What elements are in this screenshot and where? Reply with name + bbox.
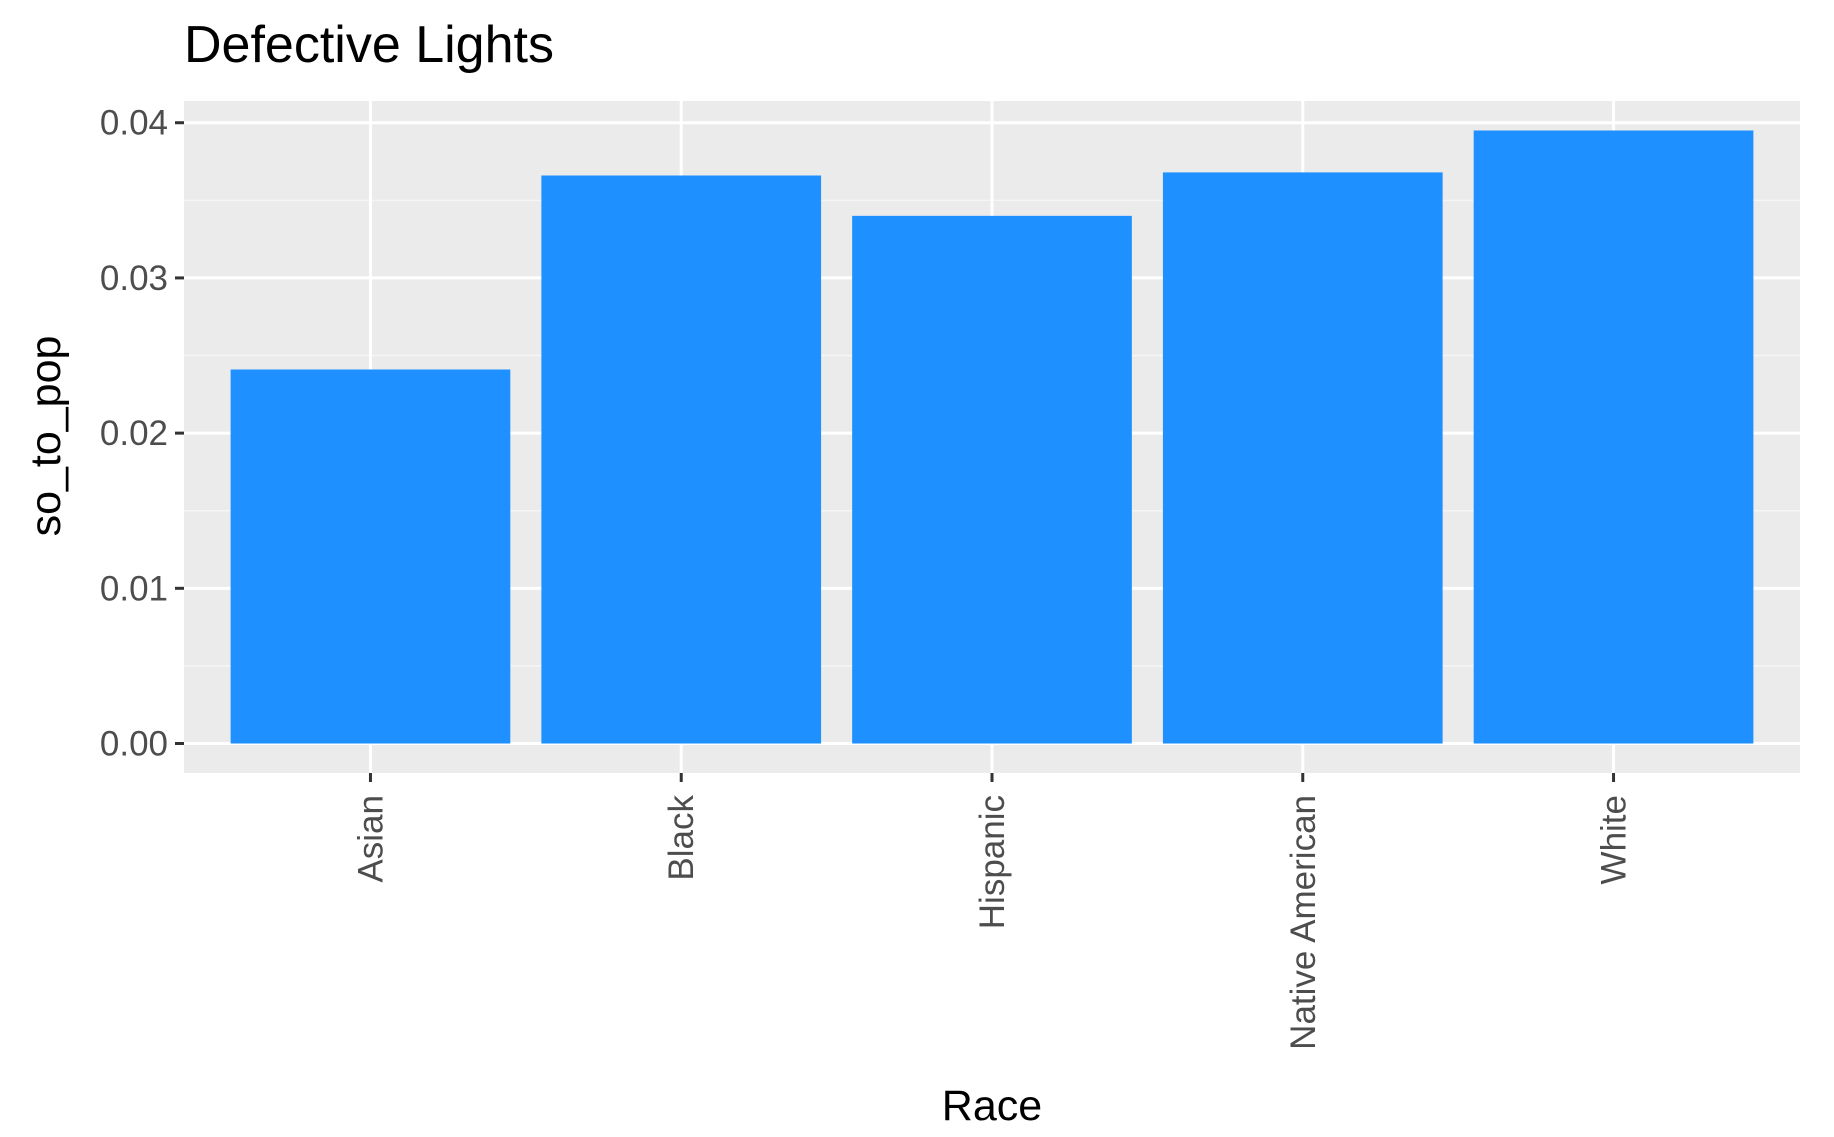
bars: [230, 130, 1754, 744]
y-tick-label: 0.04: [100, 104, 168, 143]
y-tick-label: 0.01: [100, 569, 168, 608]
x-tick-label: Hispanic: [973, 795, 1012, 929]
y-tick-label: 0.03: [100, 259, 168, 298]
bar-native-american: [1162, 172, 1443, 744]
y-axis-title: so_to_pop: [22, 336, 70, 537]
x-tick-label: Native American: [1284, 795, 1323, 1050]
x-axis-title: Race: [942, 1082, 1042, 1130]
bar-asian: [230, 369, 511, 744]
x-tick-label: White: [1595, 795, 1634, 884]
bar-hispanic: [852, 215, 1132, 744]
x-tick-label: Black: [662, 795, 701, 881]
bar-black: [541, 175, 822, 744]
x-tick-label: Asian: [351, 795, 390, 883]
chart-title: Defective Lights: [184, 16, 554, 74]
y-tick-label: 0.02: [100, 414, 168, 453]
x-axis-ticks: Asian Black Hispanic Native American White: [351, 773, 1634, 1050]
y-tick-label: 0.00: [100, 725, 168, 764]
y-axis-ticks: 0.00 0.01 0.02 0.03 0.04: [100, 104, 184, 764]
bar-white: [1473, 130, 1754, 744]
